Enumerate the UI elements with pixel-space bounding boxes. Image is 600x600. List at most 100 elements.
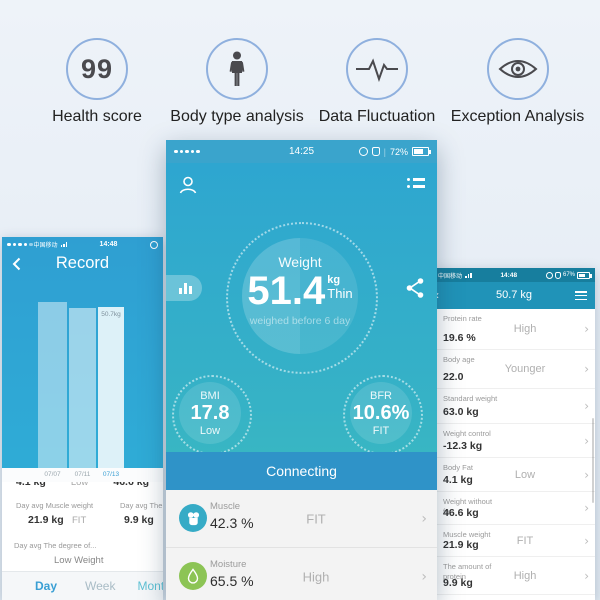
- list-item[interactable]: The degree of obesity Low Weight ›: [433, 595, 595, 600]
- list-item[interactable]: Standard weight 63.0 kg ›: [433, 389, 595, 424]
- x-tick-selected[interactable]: 07/13: [102, 471, 120, 478]
- day-avg-value: 21.9 kg: [28, 514, 64, 526]
- day-avg-label: Day avg Muscle weight: [16, 501, 94, 510]
- x-tick[interactable]: 07/11: [74, 471, 91, 478]
- list-item[interactable]: Body age 22.0 Younger ›: [433, 350, 595, 389]
- chevron-right-icon: ›: [584, 501, 589, 515]
- measurement-list: Protein rate 19.6 % High › Body age 22.0…: [433, 309, 595, 600]
- row-label: The amount of protein: [443, 562, 492, 581]
- tab-week[interactable]: Week: [85, 579, 116, 593]
- x-tick[interactable]: 07/07: [44, 471, 61, 478]
- menu-icon[interactable]: [575, 291, 587, 301]
- bfr-dial[interactable]: BFR 10.6% FIT: [350, 382, 412, 444]
- weight-dial[interactable]: Weight 51.4 kg Thin weighed before 6 day: [242, 238, 358, 354]
- row-label: Body age: [443, 355, 475, 364]
- signal-dots-icon: [7, 242, 33, 247]
- bmi-value: 17.8: [190, 401, 230, 424]
- metric-status: FIT: [306, 511, 326, 526]
- right-carrier: 中国移动: [438, 271, 472, 280]
- back-icon[interactable]: ‹: [435, 288, 439, 302]
- connecting-label: Connecting: [266, 463, 337, 479]
- list-item[interactable]: Protein rate 19.6 % High ›: [433, 309, 595, 350]
- weight-title: 50.7 kg: [495, 289, 533, 301]
- row-status: FIT: [516, 534, 534, 547]
- profile-icon[interactable]: [178, 175, 198, 195]
- left-phone-screenshot: 中国移动 14:48 Record 50.7kg 07/07 07/11 07/…: [2, 237, 163, 600]
- right-time: 14:48: [500, 271, 518, 279]
- row-label: Standard weight: [443, 394, 498, 403]
- battery-percent: 67%: [562, 272, 575, 278]
- chart-x-axis: 07/07 07/11 07/13: [2, 468, 163, 482]
- row-value: 22.0: [443, 371, 464, 383]
- bmi-status: Low: [199, 424, 221, 437]
- connecting-banner[interactable]: Connecting: [166, 452, 437, 490]
- left-time: 14:48: [99, 241, 118, 248]
- feature-body-type: Body type analysis: [162, 38, 312, 126]
- chevron-right-icon: ›: [584, 568, 589, 583]
- row-label: Protein rate: [443, 314, 482, 323]
- back-icon[interactable]: [12, 257, 21, 271]
- list-item[interactable]: Moisture 65.5 % High ›: [166, 548, 437, 600]
- row-value: 4.1 kg: [443, 474, 473, 486]
- health-score-icon: 99: [66, 38, 128, 100]
- list-item[interactable]: Body Fat 4.1 kg Low ›: [433, 458, 595, 492]
- list-item[interactable]: The amount of protein 9.9 kg High ›: [433, 557, 595, 595]
- signal-icon: [60, 242, 68, 247]
- shield-icon: [371, 147, 380, 156]
- day-avg-label: Day avg The: [120, 501, 163, 510]
- menu-icon[interactable]: [407, 178, 425, 188]
- day-avg-status: FIT: [72, 515, 87, 526]
- chevron-right-icon: ›: [584, 433, 589, 448]
- eye-icon: [486, 38, 549, 100]
- row-value: -12.3 kg: [443, 440, 483, 452]
- clipped-value: 4.1 kg: [16, 482, 46, 488]
- row-label: Muscle weight: [443, 530, 491, 539]
- feature-label: Data Fluctuation: [318, 108, 436, 125]
- wifi-icon: [465, 272, 472, 278]
- bmi-dial[interactable]: BMI 17.8 Low: [179, 382, 241, 444]
- chart-bar[interactable]: [38, 302, 67, 468]
- shield-icon: [554, 271, 561, 279]
- list-item[interactable]: Weight control -12.3 kg ›: [433, 424, 595, 458]
- bfr-value: 10.6%: [352, 401, 410, 424]
- center-body: Weight 51.4 kg Thin weighed before 6 day…: [166, 163, 437, 600]
- row-value: 63.0 kg: [443, 406, 479, 418]
- bmi-label: BMI: [200, 389, 220, 402]
- metric-status: High: [302, 569, 330, 584]
- center-phone-screenshot: 14:25 | 72%: [166, 140, 437, 600]
- chart-button[interactable]: [166, 275, 202, 301]
- list-item[interactable]: Weight without fat 46.6 kg ›: [433, 492, 595, 525]
- list-item[interactable]: Muscle weight 21.9 kg FIT ›: [433, 525, 595, 557]
- share-icon[interactable]: [405, 277, 426, 299]
- chart-bar[interactable]: [69, 308, 96, 468]
- center-time: 14:25: [288, 146, 315, 157]
- clipped-row: 4.1 kg Low 46.6 kg: [2, 482, 163, 495]
- list-item[interactable]: Muscle 42.3 % FIT ›: [166, 490, 437, 548]
- feature-label: Body type analysis: [170, 108, 304, 125]
- center-status-icons: | 72%: [358, 146, 431, 157]
- clipped-status: Low: [70, 482, 89, 488]
- carrier-label: 中国移动: [438, 273, 463, 280]
- chevron-right-icon: ›: [421, 568, 427, 585]
- right-status-icons: 67%: [545, 271, 592, 279]
- bar-data-label: 50.7kg: [101, 311, 121, 318]
- bfr-status: FIT: [372, 424, 390, 437]
- muscle-icon: [179, 504, 207, 532]
- left-status-bar: 中国移动 14:48: [2, 237, 163, 252]
- row-label: Body Fat: [443, 463, 474, 472]
- bfr-label: BFR: [370, 389, 392, 402]
- scrollbar[interactable]: [592, 418, 594, 503]
- chart-bar-selected[interactable]: 50.7kg: [98, 307, 124, 468]
- clipped-value: 46.6 kg: [113, 482, 149, 488]
- row-status: Low: [514, 468, 536, 481]
- metric-value: 65.5 %: [210, 573, 254, 589]
- metric-name: Muscle: [210, 501, 241, 512]
- chevron-right-icon: ›: [584, 362, 589, 376]
- tab-month[interactable]: Month: [137, 579, 163, 593]
- tab-day[interactable]: Day: [35, 579, 58, 593]
- person-icon: [206, 38, 268, 100]
- feature-data-fluctuation: Data Fluctuation: [307, 38, 447, 126]
- weighed-note: weighed before 6 day: [249, 315, 351, 327]
- battery-percent: 72%: [389, 146, 408, 157]
- row-label: Weight without fat: [443, 497, 493, 516]
